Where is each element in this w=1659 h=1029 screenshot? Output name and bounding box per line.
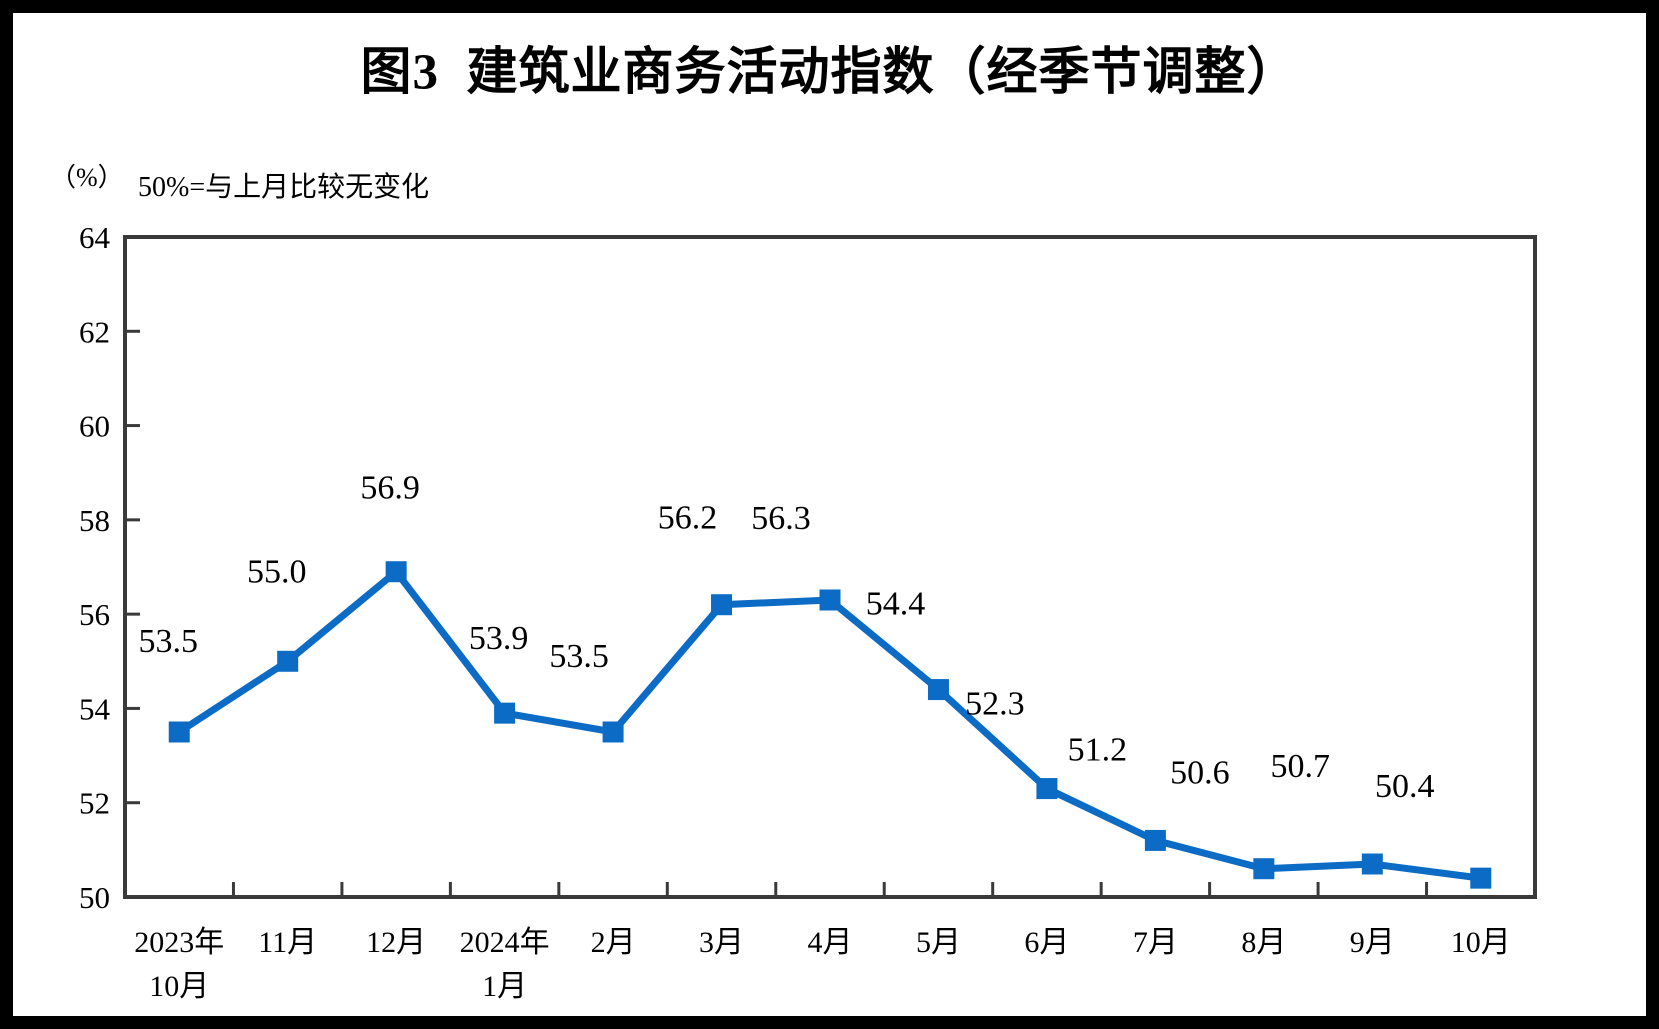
data-point-marker: [602, 721, 624, 743]
x-axis-category-label: 10月: [1451, 926, 1511, 959]
x-axis-category-label: 10月: [149, 970, 209, 1003]
y-axis-tick-label: 50: [79, 880, 110, 915]
data-point-marker: [277, 650, 299, 672]
chart-title: 图3 建筑业商务活动指数（经季节调整）: [360, 45, 1299, 101]
data-point-marker: [1253, 858, 1275, 880]
y-axis-tick-label: 62: [79, 314, 110, 349]
data-point-marker: [819, 589, 841, 611]
data-point-marker: [494, 702, 516, 724]
chart-subtitle: 50%=与上月比较无变化: [138, 172, 430, 203]
data-point-label: 50.7: [1271, 748, 1331, 785]
y-axis-tick-label: 60: [79, 409, 110, 444]
x-axis-category-label: 6月: [1024, 926, 1069, 959]
y-axis-tick-label: 52: [79, 786, 110, 821]
x-axis-category-label: 11月: [258, 926, 317, 959]
y-axis-tick-label: 54: [79, 691, 111, 726]
data-point-label: 53.5: [138, 623, 198, 660]
data-point-label: 53.5: [549, 638, 609, 675]
y-axis-tick-label: 64: [79, 220, 111, 255]
x-axis-category-label: 8月: [1241, 926, 1286, 959]
x-axis-category-label: 5月: [916, 926, 961, 959]
data-point-marker: [1361, 853, 1383, 875]
data-point-label: 50.6: [1170, 755, 1230, 792]
x-axis-category-label: 3月: [699, 926, 744, 959]
x-axis-category-label: 12月: [366, 926, 426, 959]
x-axis-category-label: 2024年: [460, 926, 550, 959]
x-axis-category-label: 2023年: [134, 926, 224, 959]
x-axis-category-label: 4月: [808, 926, 853, 959]
y-axis-tick-label: 56: [79, 597, 110, 632]
data-point-label: 56.2: [658, 500, 718, 537]
y-axis-unit-label: （%）: [50, 163, 124, 192]
data-line: [177, 566, 1482, 882]
data-point-label: 50.4: [1375, 768, 1435, 805]
data-point-label: 55.0: [247, 553, 307, 590]
data-point-marker: [168, 721, 190, 743]
data-point-marker: [711, 594, 733, 616]
data-point-marker: [1144, 829, 1166, 851]
x-axis-category-label: 7月: [1133, 926, 1178, 959]
x-axis-category-label: 2月: [591, 926, 636, 959]
data-point-label: 53.9: [469, 620, 529, 657]
data-point-label: 56.3: [751, 500, 811, 537]
y-axis-tick-label: 58: [79, 503, 110, 538]
data-point-marker: [1036, 778, 1058, 800]
x-axis-category-label: 1月: [482, 970, 527, 1003]
plot-border: [123, 235, 1537, 899]
data-point-label: 56.9: [360, 470, 420, 507]
data-point-marker: [385, 561, 407, 583]
data-point-marker: [927, 679, 949, 701]
data-point-label: 51.2: [1068, 731, 1128, 768]
x-axis-category-label: 9月: [1350, 926, 1395, 959]
data-point-label: 54.4: [866, 586, 926, 623]
data-point-label: 52.3: [965, 686, 1025, 723]
data-point-marker: [1470, 867, 1492, 889]
